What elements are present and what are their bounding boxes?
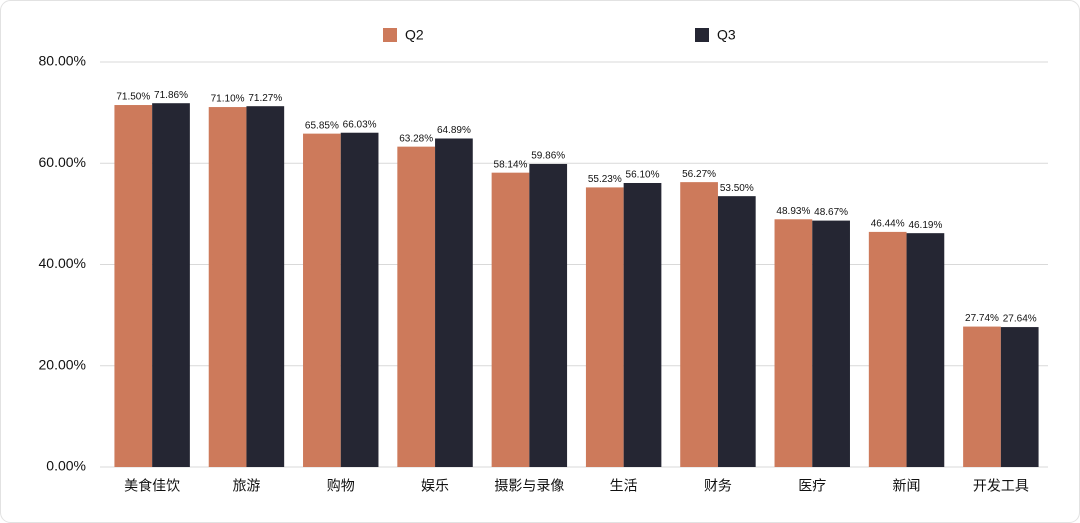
bar: [585, 187, 624, 467]
value-label: 71.86%: [154, 90, 188, 101]
value-label: 55.23%: [588, 174, 622, 185]
bar: [1000, 327, 1039, 467]
value-label: 66.03%: [343, 119, 377, 130]
value-label: 65.85%: [305, 120, 339, 131]
x-tick-label: 医疗: [798, 478, 826, 494]
y-tick-label: 60.00%: [39, 154, 86, 170]
x-tick-label: 购物: [327, 478, 355, 494]
legend-swatch: [695, 28, 709, 42]
x-tick-label: 开发工具: [973, 478, 1029, 494]
value-label: 27.64%: [1003, 314, 1037, 325]
y-tick-label: 0.00%: [46, 458, 86, 474]
value-label: 46.19%: [908, 220, 942, 231]
bar: [963, 326, 1001, 467]
bar: [680, 182, 718, 467]
value-label: 58.14%: [494, 159, 528, 170]
bar: [152, 103, 190, 468]
value-label: 48.93%: [776, 206, 810, 217]
x-tick-label: 财务: [704, 478, 732, 494]
bar: [340, 132, 379, 467]
bar: [397, 146, 436, 467]
value-label: 71.50%: [116, 92, 150, 103]
value-label: 27.74%: [965, 313, 999, 324]
bar: [303, 133, 341, 467]
value-label: 53.50%: [720, 183, 754, 194]
legend-label: Q3: [717, 27, 736, 43]
bar: [868, 231, 907, 467]
x-tick-label: 娱乐: [421, 478, 449, 494]
value-label: 59.86%: [531, 151, 565, 162]
value-label: 63.28%: [399, 133, 433, 144]
bar: [208, 107, 247, 468]
bar: [246, 106, 285, 468]
x-tick-label: 美食佳饮: [124, 478, 180, 494]
value-label: 46.44%: [871, 219, 905, 230]
legend-label: Q2: [405, 27, 424, 43]
value-label: 56.10%: [626, 170, 660, 181]
y-tick-label: 80.00%: [39, 53, 86, 69]
bar: [774, 219, 813, 467]
bar: [623, 182, 662, 467]
value-label: 56.27%: [682, 169, 716, 180]
bar: [812, 220, 850, 467]
y-tick-label: 20.00%: [39, 356, 86, 372]
bar: [906, 233, 945, 467]
y-tick-label: 40.00%: [39, 255, 86, 271]
value-label: 64.89%: [437, 125, 471, 136]
legend-swatch: [383, 28, 397, 42]
bar: [491, 172, 530, 467]
bar: [114, 105, 153, 467]
bar: [435, 138, 473, 467]
x-tick-label: 新闻: [893, 478, 921, 494]
value-label: 48.67%: [814, 207, 848, 218]
x-tick-label: 旅游: [232, 478, 260, 494]
value-label: 71.27%: [248, 93, 282, 104]
x-tick-label: 摄影与录像: [494, 478, 564, 494]
value-label: 71.10%: [211, 94, 245, 105]
bar: [529, 163, 568, 468]
bar: [717, 196, 756, 467]
x-tick-label: 生活: [610, 478, 638, 494]
